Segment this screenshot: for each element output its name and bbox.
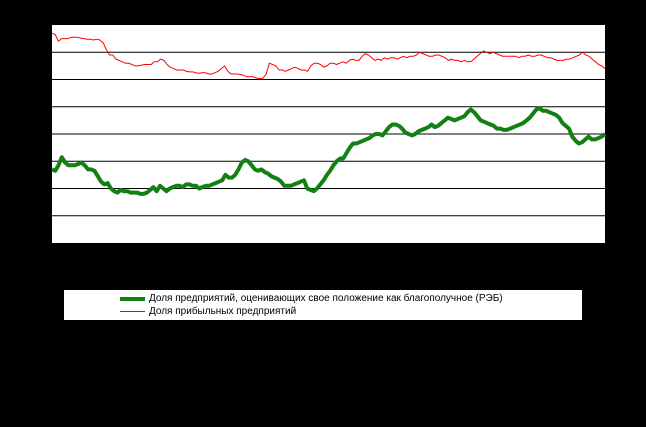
legend-label-series-1: Доля предприятий, оценивающих свое полож… [149,293,503,304]
series-layer [51,32,607,196]
series-line-profitable-share [51,32,606,80]
legend: Доля предприятий, оценивающих свое полож… [64,290,582,320]
legend-item-series-2: Доля прибыльных предприятий [120,305,296,318]
legend-swatch-red [120,311,145,312]
series-line-favorable-share [51,106,607,196]
legend-label-series-2: Доля прибыльных предприятий [149,306,297,317]
legend-item-series-1: Доля предприятий, оценивающих свое полож… [120,292,503,305]
gridlines [52,51,605,217]
legend-swatch-green [120,296,145,301]
